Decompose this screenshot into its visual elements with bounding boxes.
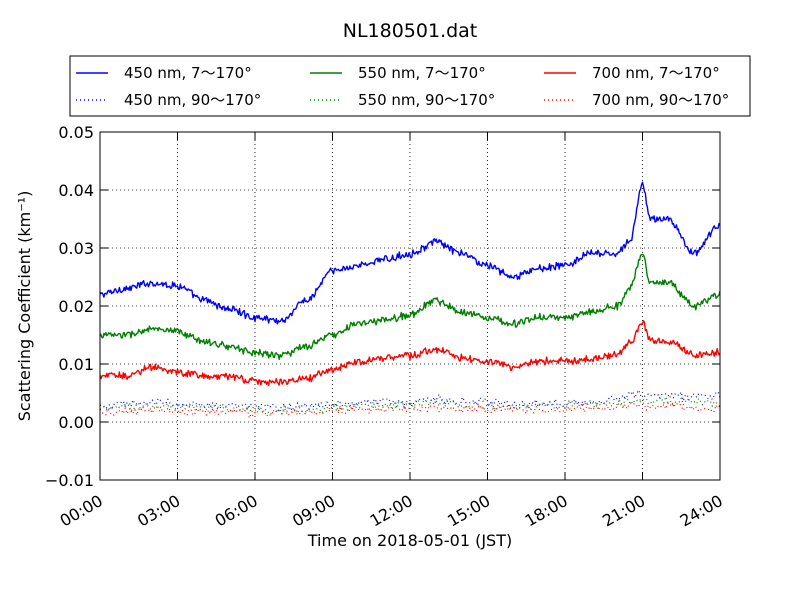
chart-title: NL180501.dat [343, 20, 478, 42]
legend-label: 450 nm, 7～170° [124, 64, 252, 82]
series-line [99, 389, 721, 412]
x-tick-label: 03:00 [134, 491, 183, 531]
y-tick-label: 0.03 [58, 239, 94, 258]
legend: 450 nm, 7～170° 450 nm, 90～170° 550 nm, 7～1… [69, 55, 751, 117]
grid [100, 132, 720, 480]
legend-box [69, 55, 751, 117]
legend-label: 700 nm, 90～170° [592, 91, 729, 109]
series-line [99, 253, 721, 360]
x-tick-label: 12:00 [367, 491, 416, 531]
legend-label: 550 nm, 90～170° [358, 91, 495, 109]
y-axis-label: Scattering Coefficient (km⁻¹) [15, 191, 34, 422]
y-tick-label: 0.00 [58, 413, 94, 432]
x-tick-label: 21:00 [599, 491, 648, 531]
y-tick-label: 0.02 [58, 297, 94, 316]
y-tick-labels: −0.01 0.00 0.01 0.02 0.03 0.04 0.05 [45, 123, 94, 490]
x-tick-label: 09:00 [289, 491, 338, 531]
legend-label: 700 nm, 7～170° [592, 64, 720, 82]
x-tick-label: 15:00 [444, 491, 493, 531]
x-tick-label: 06:00 [212, 491, 261, 531]
x-tick-label: 00:00 [57, 491, 106, 531]
y-tick-label: −0.01 [45, 471, 94, 490]
series-line [99, 396, 721, 416]
x-tick-label: 18:00 [522, 491, 571, 531]
x-tick-label: 24:00 [677, 491, 726, 531]
x-tick-labels: 00:00 03:00 06:00 09:00 12:00 15:00 18:00 21:00… [57, 491, 726, 531]
series-line [99, 320, 721, 386]
axis-ticks [99, 131, 721, 481]
y-tick-label: 0.05 [58, 123, 94, 142]
y-tick-label: 0.04 [58, 181, 94, 200]
legend-label: 450 nm, 90～170° [124, 91, 261, 109]
plot-series [99, 181, 721, 419]
x-axis-label: Time on 2018-05-01 (JST) [307, 531, 512, 550]
series-line [99, 181, 721, 325]
legend-label: 550 nm, 7～170° [358, 64, 486, 82]
y-tick-label: 0.01 [58, 355, 94, 374]
